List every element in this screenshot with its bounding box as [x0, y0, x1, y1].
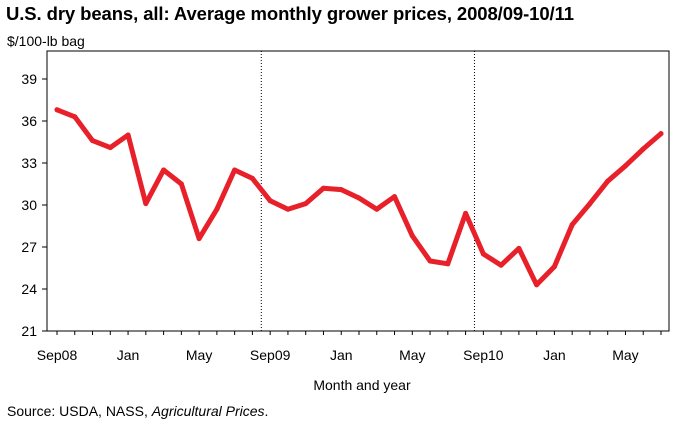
data-point [551, 264, 557, 270]
data-point [143, 201, 149, 207]
data-point [107, 145, 113, 151]
x-tick-label: Jan [117, 347, 140, 363]
data-point [267, 198, 273, 204]
data-point [569, 222, 575, 228]
data-point [285, 206, 291, 212]
x-tick-label: Sep09 [250, 347, 291, 363]
data-point [338, 187, 344, 193]
data-point [463, 210, 469, 216]
data-point [161, 167, 167, 173]
data-point [72, 114, 78, 120]
y-tick-label: 27 [21, 239, 37, 255]
data-point [658, 131, 664, 137]
y-tick-label: 30 [21, 197, 37, 213]
x-tick-label: Jan [330, 347, 353, 363]
x-tick-label: Sep08 [37, 347, 78, 363]
data-point [516, 245, 522, 251]
data-point [196, 236, 202, 242]
data-point [445, 261, 451, 267]
data-point [392, 194, 398, 200]
data-point [480, 251, 486, 257]
source-suffix: . [264, 403, 269, 419]
y-tick-label: 39 [21, 71, 37, 87]
data-point [409, 233, 415, 239]
data-point [374, 206, 380, 212]
series-layer [54, 107, 664, 288]
y-tick-label: 24 [21, 281, 37, 297]
data-point [605, 178, 611, 184]
data-point [534, 282, 540, 288]
data-point [587, 201, 593, 207]
y-tick-label: 21 [21, 323, 37, 339]
data-point [232, 167, 238, 173]
y-tick-label: 36 [21, 113, 37, 129]
axes: 21 24 27 30 33 36 39 Sep08 Jan May Sep09 Jan May Sep1… [21, 71, 662, 363]
data-point [303, 201, 309, 207]
chart-title: U.S. dry beans, all: Average monthly gro… [6, 3, 574, 24]
x-tick-label: May [612, 347, 638, 363]
data-point [320, 185, 326, 191]
x-axis-title: Month and year [313, 377, 411, 393]
data-point [622, 163, 628, 169]
data-point [54, 107, 60, 113]
plot-area-frame [46, 50, 670, 332]
data-point [178, 181, 184, 187]
source-note: Source: USDA, NASS, Agricultural Prices. [7, 403, 268, 419]
data-point [498, 262, 504, 268]
x-tick-label: Jan [543, 347, 566, 363]
data-point [249, 175, 255, 181]
y-tick-label: 33 [21, 155, 37, 171]
data-point [356, 195, 362, 201]
x-tick-label: May [399, 347, 425, 363]
data-point [427, 258, 433, 264]
data-point [640, 146, 646, 152]
y-axis-unit-label: $/100-lb bag [7, 33, 85, 49]
source-prefix: Source: USDA, NASS, [7, 403, 152, 419]
data-point [90, 138, 96, 144]
data-point [125, 132, 131, 138]
marketing-year-dividers [260, 51, 475, 331]
source-publication: Agricultural Prices [151, 403, 265, 419]
x-tick-label: May [186, 347, 212, 363]
data-point [214, 206, 220, 212]
x-tick-label: Sep10 [463, 347, 504, 363]
